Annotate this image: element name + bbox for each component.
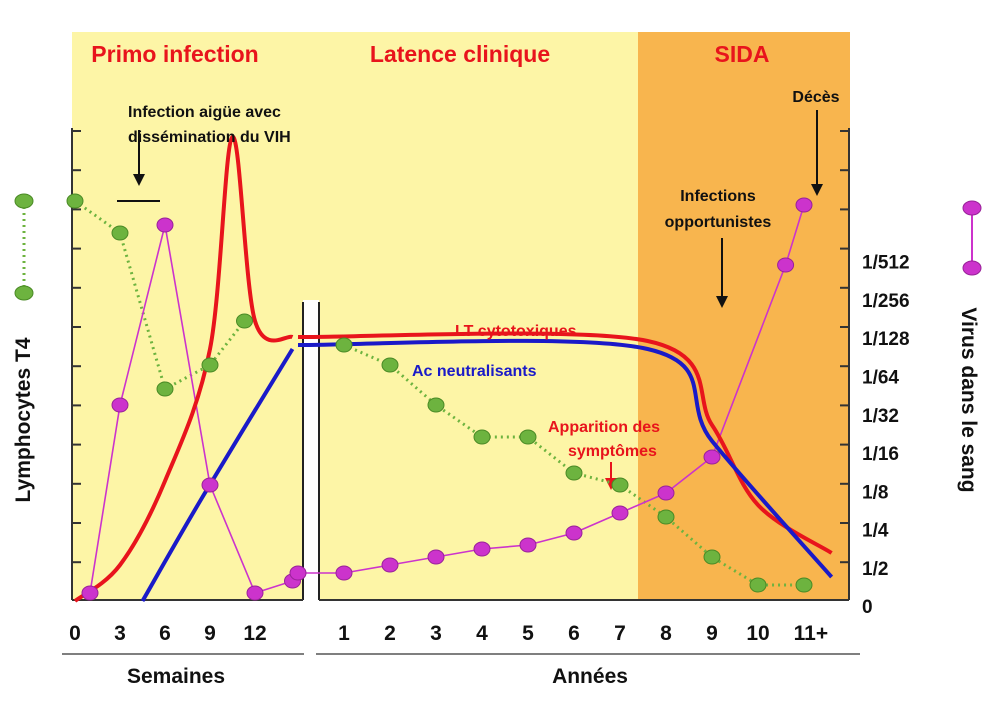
data-point-virus-dans-le-sang xyxy=(565,525,583,541)
data-point-lymphocytes-t4 xyxy=(657,509,675,525)
data-point-lymphocytes-t4 xyxy=(749,577,767,593)
series-line-lt-cytotoxiques-years xyxy=(297,331,833,555)
data-point-lymphocytes-t4 xyxy=(156,381,174,397)
data-point-lymphocytes-t4 xyxy=(111,225,129,241)
annotation-infections-opportunistes: opportunistes xyxy=(665,214,772,231)
x-tick-years: 9 xyxy=(706,622,718,645)
x-tick-years: 8 xyxy=(660,622,672,645)
x-tick-years: 6 xyxy=(568,622,580,645)
x-tick-years: 4 xyxy=(476,622,488,645)
data-point-lymphocytes-t4 xyxy=(427,397,445,413)
y-axis-title-left: Lymphocytes T4 xyxy=(12,337,35,502)
y-tick-right: 1/16 xyxy=(862,444,899,465)
data-point-virus-dans-le-sang xyxy=(777,257,795,273)
phase-title-primo-infection: Primo infection xyxy=(91,41,258,67)
phase-title-latence-clinique: Latence clinique xyxy=(370,41,550,67)
x-tick-years: 5 xyxy=(522,622,534,645)
axis-break xyxy=(303,300,319,610)
data-point-lymphocytes-t4 xyxy=(335,337,353,353)
data-point-virus-dans-le-sang xyxy=(156,217,174,233)
data-point-lymphocytes-t4 xyxy=(236,313,253,329)
data-point-virus-dans-le-sang xyxy=(473,541,491,557)
annotation-infection-aigue: Infection aigüe avec xyxy=(128,104,281,121)
legend-marker-lymphocytes xyxy=(14,193,34,209)
phase-title-sida: SIDA xyxy=(715,41,770,67)
annotation-lt-cytotoxiques: LT cytotoxiques xyxy=(455,323,577,340)
annotation-apparition-symptomes: Apparition des xyxy=(548,419,660,436)
data-point-lymphocytes-t4 xyxy=(795,577,813,593)
annotation-arrowhead xyxy=(133,174,145,186)
data-point-virus-dans-le-sang xyxy=(335,565,353,581)
data-point-virus-dans-le-sang xyxy=(201,477,219,493)
data-point-lymphocytes-t4 xyxy=(565,465,583,481)
x-tick-years: 10 xyxy=(746,622,769,645)
series-line-ac-neutralisants-years xyxy=(297,338,834,579)
annotation-arrowhead xyxy=(716,296,728,308)
phase-background-primo xyxy=(72,32,638,600)
data-point-lymphocytes-t4 xyxy=(703,549,721,565)
annotation-infection-aigue: dissémination du VIH xyxy=(128,129,291,146)
annotation-arrowhead xyxy=(811,184,823,196)
y-tick-right: 0 xyxy=(862,597,873,618)
x-tick-years: 2 xyxy=(384,622,396,645)
x-tick-weeks: 6 xyxy=(159,622,171,645)
x-tick-weeks: 12 xyxy=(243,622,266,645)
y-tick-right: 1/256 xyxy=(862,291,910,312)
data-point-lymphocytes-t4 xyxy=(201,357,219,373)
y-tick-right: 1/2 xyxy=(862,559,888,580)
annotation-infections-opportunistes: Infections xyxy=(680,188,756,205)
legend-marker-virus xyxy=(962,200,982,216)
data-point-lymphocytes-t4 xyxy=(381,357,399,373)
phase-background-sida xyxy=(638,32,850,600)
data-point-lymphocytes-t4 xyxy=(519,429,537,445)
data-point-virus-dans-le-sang xyxy=(381,557,399,573)
data-point-virus-dans-le-sang xyxy=(657,485,675,501)
data-point-virus-dans-le-sang xyxy=(427,549,445,565)
x-tick-years: 7 xyxy=(614,622,626,645)
annotation-ac-neutralisants: Ac neutralisants xyxy=(412,363,537,380)
data-point-virus-dans-le-sang xyxy=(611,505,629,521)
x-tick-years: 3 xyxy=(430,622,442,645)
data-point-lymphocytes-t4 xyxy=(66,193,84,209)
x-tick-years: 1 xyxy=(338,622,350,645)
data-point-virus-dans-le-sang xyxy=(703,449,721,465)
series-line-ac-neutralisants-weeks xyxy=(140,347,295,603)
annotation-deces: Décès xyxy=(792,89,839,106)
data-point-virus-dans-le-sang xyxy=(519,537,537,553)
x-axis-title-weeks: Semaines xyxy=(127,665,225,688)
series-line-lt-cytotoxiques-weeks xyxy=(73,134,294,603)
y-tick-right: 1/32 xyxy=(862,406,899,427)
y-tick-right: 1/512 xyxy=(862,253,910,274)
data-point-lymphocytes-t4 xyxy=(473,429,491,445)
data-point-virus-dans-le-sang xyxy=(246,585,264,601)
y-tick-right: 1/4 xyxy=(862,521,889,542)
data-point-virus-dans-le-sang xyxy=(81,585,99,601)
y-tick-right: 1/128 xyxy=(862,329,910,350)
y-tick-right: 1/8 xyxy=(862,482,888,503)
data-point-virus-dans-le-sang xyxy=(111,397,129,413)
x-tick-weeks: 3 xyxy=(114,622,126,645)
x-axis-title-years: Années xyxy=(552,665,628,688)
legend-marker-lymphocytes xyxy=(14,285,34,301)
y-axis-title-right: Virus dans le sang xyxy=(957,307,980,492)
legend-marker-virus xyxy=(962,260,982,276)
annotation-apparition-symptomes: symptômes xyxy=(568,443,657,460)
data-point-virus-dans-le-sang xyxy=(795,197,813,213)
data-point-virus-dans-le-sang xyxy=(289,565,307,581)
x-tick-years: 11+ xyxy=(794,622,828,645)
y-tick-right: 1/64 xyxy=(862,368,899,389)
data-point-lymphocytes-t4 xyxy=(611,477,629,493)
x-tick-weeks: 9 xyxy=(204,622,216,645)
x-tick-weeks: 0 xyxy=(69,622,81,645)
